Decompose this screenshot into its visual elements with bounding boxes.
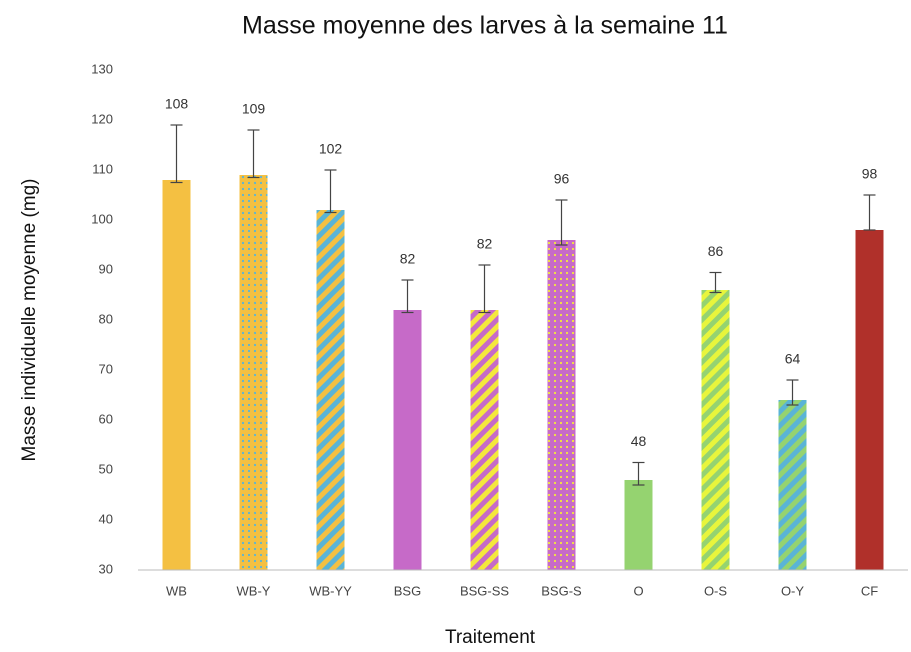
x-tick-label: WB-YY: [309, 583, 352, 598]
bar: [701, 290, 730, 570]
data-label: 96: [554, 171, 570, 187]
x-axis-title: Traitement: [445, 627, 536, 648]
x-tick-label: CF: [861, 583, 878, 598]
data-label: 86: [708, 243, 724, 259]
bar: [778, 400, 807, 570]
y-tick-label: 130: [91, 61, 113, 76]
data-label: 48: [631, 433, 647, 449]
y-tick-label: 30: [99, 561, 113, 576]
x-tick-label: BSG-S: [541, 583, 582, 598]
chart-title: Masse moyenne des larves à la semaine 11: [242, 12, 728, 40]
data-label: 82: [400, 251, 416, 267]
bar: [470, 310, 499, 570]
y-tick-label: 70: [99, 361, 113, 376]
y-tick-label: 80: [99, 311, 113, 326]
x-tick-label: O: [633, 583, 643, 598]
bar: [547, 240, 576, 570]
x-tick-label: WB-Y: [237, 583, 271, 598]
bar: [162, 180, 191, 570]
x-tick-label: O-Y: [781, 583, 804, 598]
y-tick-label: 110: [92, 161, 113, 176]
x-tick-label: BSG: [394, 583, 421, 598]
y-tick-label: 40: [99, 511, 113, 526]
x-tick-label: WB: [166, 583, 187, 598]
data-label: 82: [477, 236, 493, 252]
x-tick-label: BSG-SS: [460, 583, 509, 598]
y-axis-title: Masse individuelle moyenne (mg): [19, 178, 40, 461]
bar: [316, 210, 345, 570]
y-tick-label: 100: [91, 211, 113, 226]
y-tick-label: 50: [99, 461, 113, 476]
data-label: 109: [242, 101, 266, 117]
x-tick-label: O-S: [704, 583, 727, 598]
bar: [624, 480, 653, 570]
data-label: 98: [862, 166, 878, 182]
bar: [239, 175, 268, 570]
bar: [855, 230, 884, 570]
y-tick-label: 90: [99, 261, 113, 276]
bar: [393, 310, 422, 570]
y-tick-label: 60: [99, 411, 113, 426]
data-label: 108: [165, 96, 189, 112]
data-label: 102: [319, 141, 343, 157]
data-label: 64: [785, 351, 801, 367]
y-tick-label: 120: [91, 111, 113, 126]
